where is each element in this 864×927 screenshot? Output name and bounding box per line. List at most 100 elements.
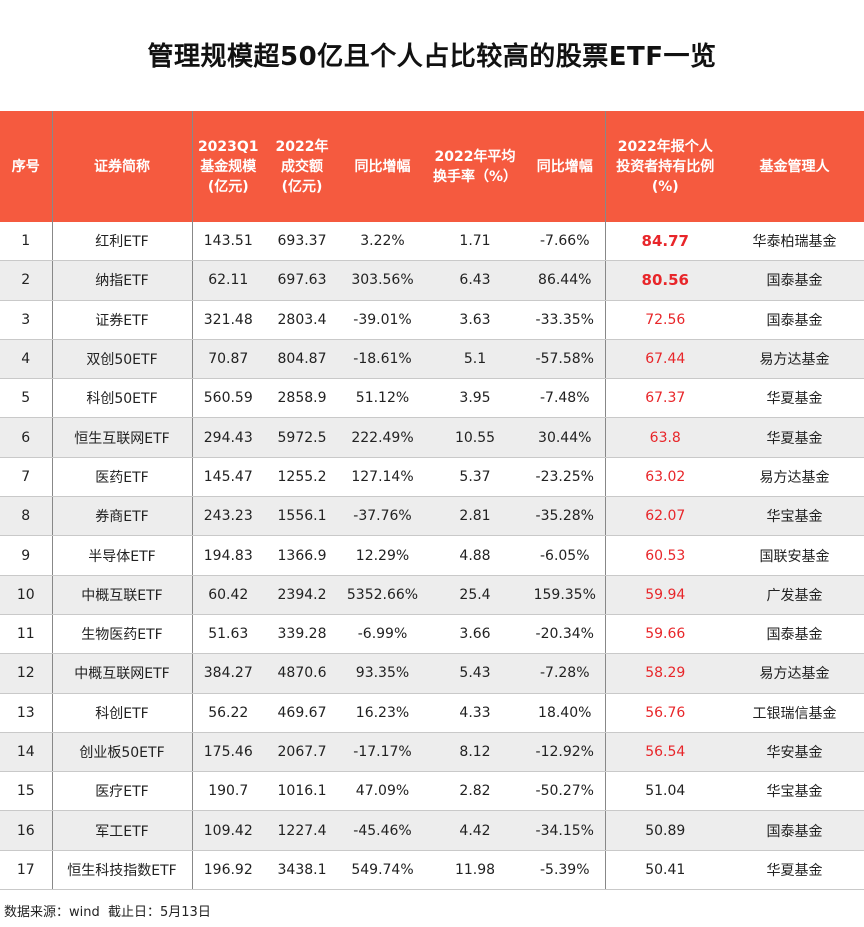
table-row: 5 科创50ETF 560.59 2858.9 51.12% 3.95 -7.48% 67.3…	[0, 378, 864, 419]
header-line: (亿元)	[207, 178, 249, 195]
table-row: 14 创业板50ETF 175.46 2067.7 -17.17% 8.12 -12.92%…	[0, 732, 864, 773]
table-cell: 华泰柏瑞基金	[725, 222, 864, 262]
table-row: 4 双创50ETF 70.87 804.87 -18.61% 5.1 -57.58% 67.4…	[0, 339, 864, 380]
table-cell: 1556.1	[264, 496, 340, 537]
table-row: 7 医药ETF 145.47 1255.2 127.14% 5.37 -23.25% 63.0…	[0, 457, 864, 498]
table-cell: 469.67	[264, 693, 340, 733]
header-cell: 2023Q1 基金规模 (亿元)	[191, 111, 264, 222]
header-cell: 同比增幅	[340, 111, 425, 222]
table-cell: -7.48%	[525, 378, 605, 419]
header-line: 2023Q1	[197, 138, 259, 155]
table-cell: 145.47	[191, 457, 264, 498]
table-cell: 12	[0, 653, 52, 694]
table-cell: -18.61%	[340, 339, 425, 380]
table-cell: -23.25%	[525, 457, 605, 498]
table-cell: -5.39%	[525, 850, 605, 891]
header-cell: 同比增幅	[525, 111, 605, 222]
table-cell: 华夏基金	[725, 417, 864, 458]
table-cell: 国泰基金	[725, 260, 864, 301]
table-cell: 10	[0, 575, 52, 615]
table-cell: -57.58%	[525, 339, 605, 380]
header-cell: 序号	[0, 111, 52, 222]
table-cell: 15	[0, 771, 52, 812]
table-cell: 84.77	[604, 222, 725, 262]
table-cell: 1016.1	[264, 771, 340, 812]
table-cell: 红利ETF	[51, 222, 192, 262]
table-cell: 8	[0, 496, 52, 537]
table-cell: -7.66%	[525, 222, 605, 262]
table-cell: 222.49%	[340, 417, 425, 458]
table-cell: 恒生科技指数ETF	[51, 850, 192, 891]
table-cell: 6	[0, 417, 52, 458]
table-cell: 证券ETF	[51, 300, 192, 340]
header-line: 基金规模	[200, 158, 257, 175]
header-line: 2022年报个人	[617, 138, 713, 155]
table-cell: 1.71	[425, 222, 525, 262]
table-cell: -33.35%	[525, 300, 605, 340]
table-row: 2 纳指ETF 62.11 697.63 303.56% 6.43 86.44% 80.56 国…	[0, 260, 864, 301]
table-cell: 11.98	[425, 850, 525, 891]
table-cell: 华安基金	[725, 732, 864, 773]
table-cell: 18.40%	[525, 693, 605, 733]
header-cell: 基金管理人	[725, 111, 864, 222]
header-line: 投资者持有比例	[616, 158, 715, 175]
table-cell: 券商ETF	[51, 496, 192, 537]
table-cell: 14	[0, 732, 52, 773]
table-cell: 2.82	[425, 771, 525, 812]
table-cell: 549.74%	[340, 850, 425, 891]
table-cell: 医疗ETF	[51, 771, 192, 812]
table-cell: 159.35%	[525, 575, 605, 615]
table-cell: 华夏基金	[725, 850, 864, 891]
header-line: 基金管理人	[759, 158, 830, 175]
table-cell: 303.56%	[340, 260, 425, 301]
table-cell: 3438.1	[264, 850, 340, 891]
table-cell: 72.56	[604, 300, 725, 340]
table-cell: 697.63	[264, 260, 340, 301]
table-cell: 1255.2	[264, 457, 340, 498]
table-row: 13 科创ETF 56.22 469.67 16.23% 4.33 18.40% 56.76 工…	[0, 693, 864, 733]
table-cell: 62.11	[191, 260, 264, 301]
header-cell: 2022年平均 换手率（%）	[425, 111, 525, 222]
table-cell: 恒生互联网ETF	[51, 417, 192, 458]
table-cell: 生物医药ETF	[51, 614, 192, 655]
table-cell: 5352.66%	[340, 575, 425, 615]
table-cell: 3.66	[425, 614, 525, 655]
table-cell: -6.99%	[340, 614, 425, 655]
table-cell: 339.28	[264, 614, 340, 655]
table-cell: 5.43	[425, 653, 525, 694]
table-cell: 工银瑞信基金	[725, 693, 864, 733]
table-cell: 56.22	[191, 693, 264, 733]
table-cell: 5.37	[425, 457, 525, 498]
table-cell: 60.42	[191, 575, 264, 615]
table-row: 9 半导体ETF 194.83 1366.9 12.29% 4.88 -6.05% 60.53…	[0, 535, 864, 576]
table-cell: 华夏基金	[725, 378, 864, 419]
header-line: 证券简称	[94, 158, 150, 175]
table-cell: 2858.9	[264, 378, 340, 419]
table-cell: 华宝基金	[725, 496, 864, 537]
table-cell: 12.29%	[340, 535, 425, 576]
table-body: 1 红利ETF 143.51 693.37 3.22% 1.71 -7.66% 84.77 华泰…	[0, 222, 864, 891]
table-cell: 16	[0, 810, 52, 851]
table-cell: 86.44%	[525, 260, 605, 301]
table-cell: 175.46	[191, 732, 264, 773]
table-cell: 58.29	[604, 653, 725, 694]
table-cell: 2.81	[425, 496, 525, 537]
table-row: 1 红利ETF 143.51 693.37 3.22% 1.71 -7.66% 84.77 华泰…	[0, 222, 864, 262]
table-cell: 双创50ETF	[51, 339, 192, 380]
header-line: (亿元)	[281, 178, 323, 195]
table-cell: 国联安基金	[725, 535, 864, 576]
table-cell: 194.83	[191, 535, 264, 576]
table-cell: 2803.4	[264, 300, 340, 340]
table-cell: 50.89	[604, 810, 725, 851]
table-cell: 易方达基金	[725, 653, 864, 694]
table-row: 6 恒生互联网ETF 294.43 5972.5 222.49% 10.55 30.44% 6…	[0, 417, 864, 458]
header-cell: 2022年报个人 投资者持有比例 (%)	[604, 111, 725, 222]
table-cell: 70.87	[191, 339, 264, 380]
header-cell: 2022年 成交额 (亿元)	[264, 111, 340, 222]
table-cell: 56.76	[604, 693, 725, 733]
table-row: 12 中概互联网ETF 384.27 4870.6 93.35% 5.43 -7.28% 58…	[0, 653, 864, 694]
footnote: 数据来源：wind 截止日：5月13日	[4, 905, 211, 920]
table-cell: 321.48	[191, 300, 264, 340]
table-cell: 4.33	[425, 693, 525, 733]
table-cell: -34.15%	[525, 810, 605, 851]
